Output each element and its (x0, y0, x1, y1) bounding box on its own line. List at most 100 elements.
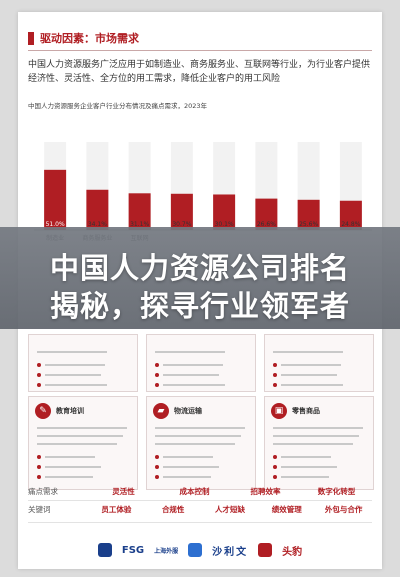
card-text-line (281, 456, 331, 458)
bullet (37, 373, 41, 377)
data-label: 30.7% (172, 221, 191, 228)
card-text-line (37, 435, 123, 437)
bullet (273, 373, 277, 377)
bar (297, 199, 320, 230)
bullet (155, 363, 159, 367)
card-text-line (37, 351, 107, 353)
keyword-row-label: 关键词 (28, 504, 51, 514)
chart-title: 中国人力资源服务企业客户行业分布情况及痛点需求，2023年 (28, 102, 208, 110)
card-head: ✎ 教育培训 (35, 403, 84, 419)
card-text-line (155, 435, 241, 437)
bar (213, 194, 236, 230)
card-text-line (45, 466, 101, 468)
card-text-line (45, 456, 95, 458)
card-text-line (163, 476, 211, 478)
logo-bar: FSG 上海外服 沙利文 头豹 (18, 538, 382, 562)
card-2 (146, 334, 256, 392)
retail-icon: ▣ (271, 403, 287, 419)
card-text-line (155, 351, 225, 353)
card-text-line (37, 427, 127, 429)
bullet (155, 465, 159, 469)
card-text-line (281, 384, 343, 386)
card-text-line (163, 466, 219, 468)
card-education: ✎ 教育培训 (28, 396, 138, 490)
keyword: 外包与合作 (324, 504, 363, 514)
frost-logo-icon (188, 543, 203, 557)
bullet (37, 465, 41, 469)
data-label: 26.6% (257, 221, 276, 228)
keyword: 招聘效率 (250, 486, 281, 496)
section-marker (28, 31, 34, 45)
bullet (155, 373, 159, 377)
card-text-line (155, 443, 235, 445)
card-text-line (45, 364, 105, 366)
card-text-line (163, 456, 213, 458)
keyword-divider (28, 500, 372, 501)
data-label: 30.1% (215, 221, 234, 228)
keyword: 绩效管理 (271, 504, 302, 514)
card-text-line (281, 364, 341, 366)
bar (255, 198, 278, 230)
card-text-line (273, 427, 363, 429)
card-text-line (37, 443, 117, 445)
card-text-line (155, 427, 245, 429)
card-label: 物流运输 (174, 407, 202, 415)
section-title: 驱动因素：市场需求 (28, 30, 139, 46)
keyword: 合规性 (161, 504, 185, 514)
bullet (37, 363, 41, 367)
card-text-line (45, 374, 101, 376)
leadleo-logo-icon (258, 543, 273, 557)
keyword-row-label: 痛点需求 (28, 486, 58, 496)
keyword-row-2: 关键词 员工体验 合规性 人才短缺 绩效管理 外包与合作 (28, 502, 372, 516)
keyword: 成本控制 (179, 486, 210, 496)
title-divider (28, 50, 372, 51)
card-retail: ▣ 零售商品 (264, 396, 374, 490)
data-label: 51.0% (46, 221, 65, 228)
fsg-logo-icon (97, 543, 112, 557)
bullet (37, 383, 41, 387)
card-head: ▰ 物流运输 (153, 403, 202, 419)
card-label: 零售商品 (292, 407, 320, 415)
card-text-line (273, 351, 343, 353)
banner-line-1: 中国人力资源公司排名 (49, 251, 350, 285)
bullet (273, 475, 277, 479)
bullet (155, 475, 159, 479)
banner-line-2: 揭秘，探寻行业领军者 (49, 289, 350, 323)
bar (128, 193, 151, 230)
card-text-line (273, 443, 353, 445)
bullet (273, 363, 277, 367)
bar (44, 169, 67, 230)
data-label: 31.1% (130, 221, 149, 228)
footer-divider (28, 522, 372, 523)
bullet (273, 465, 277, 469)
data-label: 24.8% (341, 221, 360, 228)
card-text-line (281, 374, 337, 376)
keyword: 人才短缺 (214, 504, 245, 514)
bullet (273, 383, 277, 387)
leadleo-logo-text: 头豹 (282, 546, 303, 558)
card-label: 教育培训 (56, 407, 84, 415)
bar (339, 200, 362, 230)
bullet (155, 383, 159, 387)
card-head: ▣ 零售商品 (271, 403, 320, 419)
bullet (37, 455, 41, 459)
card-3 (264, 334, 374, 392)
intro-paragraph: 中国人力资源服务广泛应用于如制造业、商务服务业、互联网等行业，为行业客户提供经济… (28, 60, 371, 84)
card-text-line (45, 476, 93, 478)
card-text-line (163, 384, 225, 386)
frost-logo-text: 沙利文 (212, 546, 249, 558)
keyword: 数字化转型 (317, 486, 356, 496)
bar (170, 193, 193, 230)
keyword: 员工体验 (101, 504, 132, 514)
bullet (155, 455, 159, 459)
keyword-row-1: 痛点需求 灵活性 成本控制 招聘效率 数字化转型 (28, 484, 372, 498)
title-banner: 中国人力资源公司排名 揭秘，探寻行业领军者 (0, 227, 400, 329)
data-label: 25.6% (299, 221, 318, 228)
card-1 (28, 334, 138, 392)
card-text-line (281, 466, 337, 468)
education-icon: ✎ (35, 403, 51, 419)
card-text-line (273, 435, 359, 437)
bullet (273, 455, 277, 459)
truck-icon: ▰ (153, 403, 169, 419)
card-text-line (163, 364, 223, 366)
